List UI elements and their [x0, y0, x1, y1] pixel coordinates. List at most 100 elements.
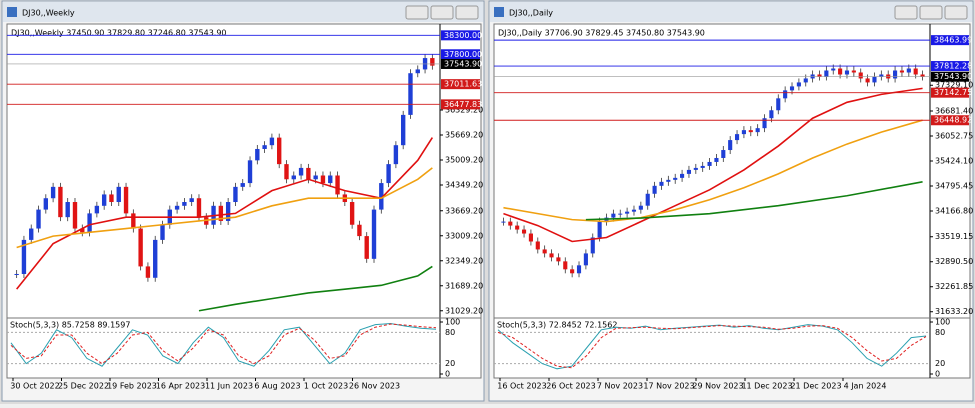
candle — [783, 90, 788, 99]
candle — [298, 167, 304, 176]
candle — [160, 224, 165, 240]
stoch-tick-label: 0 — [935, 370, 940, 379]
candle — [101, 194, 107, 206]
candle — [762, 118, 767, 129]
candle — [233, 186, 238, 203]
date-label: 16 Oct 2023 — [497, 382, 546, 391]
candle — [899, 70, 905, 73]
candle — [913, 68, 918, 75]
date-label: 25 Dec 2022 — [58, 382, 109, 391]
date-label: 11 Jun 2023 — [205, 382, 253, 391]
price-label: 35669.20 — [445, 130, 483, 139]
candle — [153, 239, 158, 278]
candle — [94, 205, 100, 214]
candle — [638, 205, 643, 210]
price-label: 34166.80 — [935, 206, 973, 215]
candle — [844, 70, 850, 75]
candle — [597, 221, 602, 238]
candle — [43, 198, 49, 210]
candle — [659, 181, 664, 186]
candle — [357, 224, 362, 237]
candle — [776, 98, 781, 111]
stoch-tick-label: 80 — [445, 328, 455, 337]
price-label: 36052.75 — [935, 132, 973, 141]
candle — [714, 157, 719, 162]
level-label-box — [931, 87, 969, 98]
window-title: DJ30,,Daily — [509, 9, 553, 18]
date-label: 26 Nov 2023 — [349, 382, 400, 391]
level-label-box — [441, 79, 480, 90]
date-label: 30 Oct 2022 — [10, 382, 59, 391]
candle — [349, 202, 355, 225]
candle — [796, 82, 801, 87]
candle — [515, 225, 520, 230]
candle — [123, 186, 129, 214]
candle — [631, 209, 637, 212]
candle — [284, 164, 289, 180]
candle — [542, 249, 547, 254]
candle — [306, 167, 311, 180]
candle — [865, 78, 870, 83]
candle — [335, 175, 340, 195]
candle — [320, 175, 326, 184]
candle — [225, 202, 231, 221]
candle — [371, 209, 377, 259]
level-label-box — [931, 115, 969, 126]
stoch-label: Stoch(5,3,3) 72.8452 72.1562 — [497, 321, 617, 330]
candle — [379, 183, 384, 210]
candle — [879, 74, 884, 77]
level-label-box — [441, 99, 480, 110]
title-bar — [3, 2, 483, 22]
chart-window: DJ30,,Weekly DJ30,,Weekly 37450.90 37829.… — [1, 0, 485, 402]
maximize-button[interactable] — [919, 5, 943, 20]
stoch-tick-label: 100 — [445, 318, 460, 327]
stoch-line — [10, 323, 437, 365]
candle — [618, 213, 623, 215]
candle — [508, 221, 513, 226]
window-title: DJ30,,Weekly — [22, 9, 75, 18]
candle — [872, 76, 877, 83]
stoch-tick-label: 0 — [445, 370, 450, 379]
last-price-box — [441, 58, 480, 69]
candle — [291, 175, 296, 180]
candle — [700, 165, 705, 168]
level-label: 37142.75 — [934, 88, 972, 97]
last-price-label: 37543.90 — [934, 72, 972, 81]
candle — [535, 241, 540, 250]
price-label: 31029.20 — [445, 306, 483, 315]
date-label: 11 Dec 2023 — [741, 382, 792, 391]
candle — [755, 128, 760, 133]
price-label: 36681.40 — [935, 107, 973, 116]
candle — [831, 68, 836, 71]
stoch-tick-label: 20 — [935, 359, 945, 368]
stoch-line — [497, 325, 927, 369]
candle — [576, 265, 582, 274]
candle — [680, 173, 685, 178]
maximize-button[interactable] — [430, 5, 454, 20]
level-label: 37812.28 — [934, 62, 972, 71]
close-button[interactable] — [455, 5, 479, 20]
candle — [262, 145, 267, 149]
candle — [817, 74, 822, 77]
candle — [29, 228, 34, 240]
candle — [189, 198, 194, 203]
date-label: 17 Nov 2023 — [643, 382, 694, 391]
date-label: 19 Feb 2023 — [107, 382, 157, 391]
price-label: 37329.10 — [935, 81, 973, 90]
moving-average — [503, 87, 923, 243]
price-label: 31689.20 — [445, 281, 483, 290]
candle — [87, 213, 92, 233]
candle — [528, 233, 533, 242]
close-button[interactable] — [944, 5, 968, 20]
candle — [906, 68, 911, 73]
candle — [116, 186, 121, 203]
minimize-button[interactable] — [405, 5, 429, 20]
price-label: 33009.20 — [445, 231, 483, 240]
candle — [549, 253, 554, 258]
price-label: 32261.85 — [935, 282, 973, 291]
level-label-box — [441, 30, 480, 41]
stoch-tick-label: 80 — [935, 328, 945, 337]
candle — [247, 160, 253, 184]
minimize-button[interactable] — [894, 5, 918, 20]
